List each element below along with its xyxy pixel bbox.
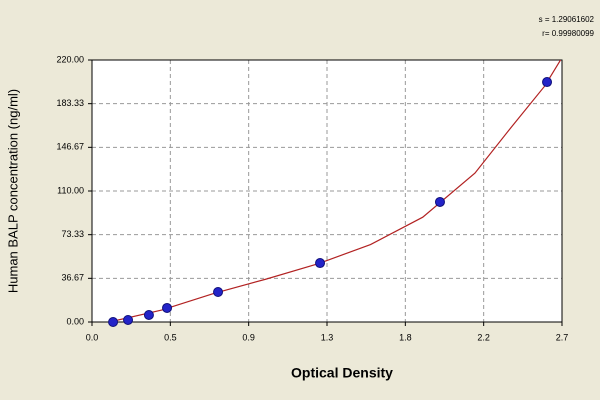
y-tick-label: 0.00 bbox=[66, 316, 84, 326]
x-tick-label: 1.3 bbox=[321, 332, 334, 342]
annotation: s = 1.29061602 bbox=[539, 15, 595, 24]
data-point bbox=[143, 309, 154, 320]
x-axis-label: Optical Density bbox=[291, 365, 393, 381]
y-tick-label: 146.67 bbox=[56, 142, 84, 152]
y-tick-label: 36.67 bbox=[61, 273, 84, 283]
y-tick-label: 110.00 bbox=[57, 185, 84, 195]
fit-curve bbox=[109, 60, 562, 322]
x-tick-label: 0.0 bbox=[86, 332, 99, 342]
annotation: r= 0.99980099 bbox=[542, 29, 594, 38]
y-tick-label: 183.33 bbox=[56, 98, 84, 108]
fit-group bbox=[109, 60, 562, 322]
x-tick-label: 2.7 bbox=[556, 332, 569, 342]
data-point bbox=[434, 196, 445, 207]
y-tick-label: 73.33 bbox=[61, 229, 84, 239]
y-axis-label: Human BALP concentration (ng/ml) bbox=[5, 89, 20, 293]
plot-border bbox=[91, 59, 563, 323]
data-point bbox=[315, 258, 326, 269]
data-point bbox=[542, 77, 553, 88]
y-tick-label: 220.00 bbox=[56, 54, 84, 64]
data-point bbox=[108, 317, 119, 327]
data-point bbox=[213, 286, 224, 297]
data-point bbox=[162, 302, 173, 313]
x-tick-label: 0.5 bbox=[164, 332, 177, 342]
x-tick-label: 0.9 bbox=[242, 332, 255, 342]
data-point bbox=[123, 314, 134, 325]
x-tick-label: 1.8 bbox=[399, 332, 412, 342]
x-tick-label: 2.2 bbox=[477, 332, 490, 342]
